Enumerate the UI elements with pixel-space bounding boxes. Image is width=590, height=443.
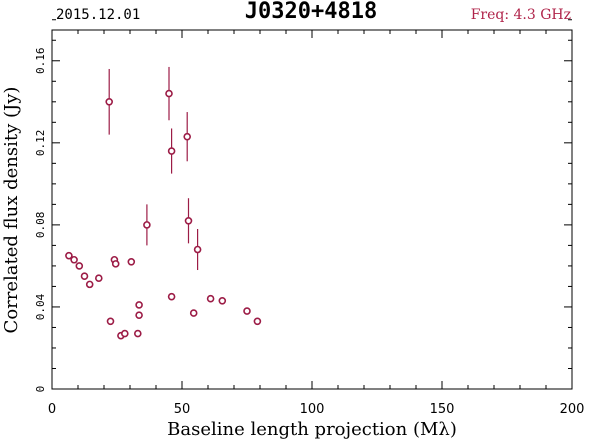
point-marker bbox=[184, 216, 193, 225]
point-marker bbox=[75, 262, 84, 270]
data-point bbox=[189, 309, 198, 317]
point-marker bbox=[189, 309, 198, 317]
data-point bbox=[165, 66, 173, 121]
x-tick-label: 200 bbox=[560, 402, 585, 417]
point-marker bbox=[105, 98, 113, 106]
data-point bbox=[167, 292, 176, 301]
point-marker bbox=[95, 274, 103, 283]
point-marker bbox=[206, 294, 215, 303]
data-point bbox=[134, 329, 142, 338]
data-point bbox=[65, 251, 73, 260]
source-title: J0320+4818 bbox=[245, 0, 377, 24]
point-marker bbox=[253, 317, 262, 326]
point-marker bbox=[243, 307, 251, 315]
data-point bbox=[184, 198, 193, 244]
data-point bbox=[183, 112, 191, 162]
data-point bbox=[143, 204, 151, 246]
data-point bbox=[127, 258, 136, 266]
point-marker bbox=[65, 251, 73, 260]
data-point bbox=[243, 307, 251, 315]
point-marker bbox=[106, 317, 115, 326]
data-point bbox=[105, 68, 113, 135]
data-point bbox=[206, 294, 215, 303]
x-tick-label: 100 bbox=[300, 402, 325, 417]
y-tick-label: 0.16 bbox=[34, 48, 47, 74]
point-marker bbox=[121, 329, 129, 338]
x-tick-label: 50 bbox=[174, 402, 191, 417]
x-tick-label: 0 bbox=[48, 402, 56, 417]
data-point bbox=[193, 228, 202, 271]
data-point bbox=[95, 274, 103, 283]
data-point bbox=[80, 272, 89, 280]
data-point bbox=[121, 329, 129, 338]
point-marker bbox=[167, 147, 176, 155]
y-tick-label: 0.08 bbox=[34, 212, 47, 239]
point-marker bbox=[80, 272, 89, 280]
data-point bbox=[85, 280, 94, 289]
data-point bbox=[218, 296, 227, 305]
point-marker bbox=[134, 329, 142, 338]
point-marker bbox=[218, 296, 227, 305]
point-marker bbox=[135, 301, 143, 309]
data-point bbox=[111, 260, 120, 268]
x-tick-labels: 0 50 100 150 200 bbox=[48, 402, 585, 417]
point-marker bbox=[193, 245, 202, 254]
y-axis-label: Correlated flux density (Jy) bbox=[1, 87, 22, 334]
data-point bbox=[75, 262, 84, 270]
point-marker bbox=[127, 258, 136, 266]
data-point bbox=[135, 301, 143, 309]
data-point bbox=[70, 255, 78, 264]
x-axis-label: Baseline length projection (Mλ) bbox=[167, 419, 457, 440]
point-marker bbox=[143, 221, 151, 229]
axis-ticks bbox=[51, 19, 573, 390]
y-tick-label: 0 bbox=[34, 386, 47, 393]
point-marker bbox=[111, 260, 120, 268]
point-marker bbox=[70, 255, 78, 264]
point-marker bbox=[167, 292, 176, 301]
point-marker bbox=[183, 132, 191, 141]
frequency-label: Freq: 4.3 GHz bbox=[471, 7, 571, 23]
y-tick-label: 0.04 bbox=[34, 293, 47, 320]
point-marker bbox=[85, 280, 94, 289]
y-tick-label: 0.12 bbox=[34, 130, 47, 157]
point-marker bbox=[135, 311, 143, 319]
x-tick-label: 150 bbox=[430, 402, 455, 417]
observation-date: 2015.12.01 bbox=[56, 7, 140, 23]
point-marker bbox=[165, 89, 173, 98]
data-point bbox=[135, 311, 143, 319]
data-point bbox=[167, 128, 176, 174]
plot-frame bbox=[51, 29, 573, 390]
data-points bbox=[65, 66, 262, 340]
y-tick-labels: 0 0.04 0.08 0.12 0.16 bbox=[34, 48, 47, 393]
data-point bbox=[106, 317, 115, 326]
data-point bbox=[253, 317, 262, 326]
